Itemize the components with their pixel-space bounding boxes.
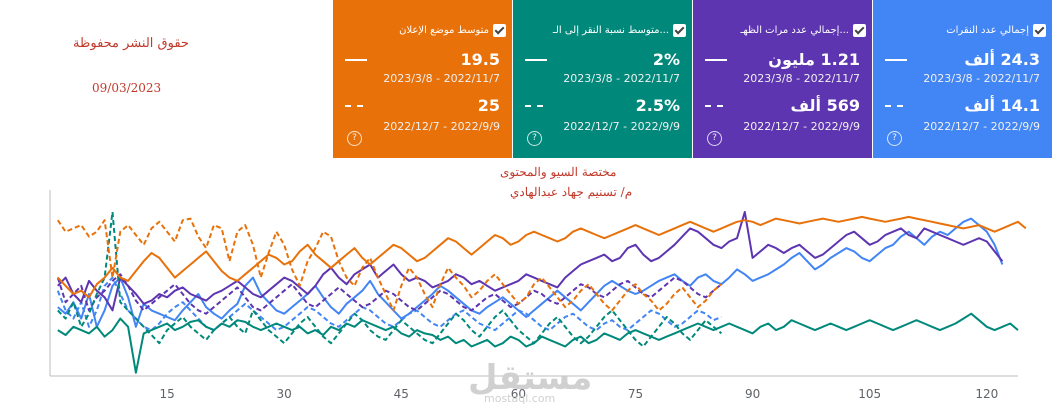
current-value: 2% (652, 50, 680, 69)
dashed-line-icon (345, 104, 363, 107)
solid-line-icon (345, 58, 367, 61)
solid-line-icon (525, 58, 547, 61)
previous-row: 14.1 ألف (885, 96, 1040, 115)
previous-row: 25 (345, 96, 500, 115)
logo-url: mostaql.com (484, 392, 556, 405)
solid-line-icon (885, 58, 907, 61)
help-icon[interactable]: ? (347, 131, 362, 146)
author-line-1: مختصة السيو والمحتوى (500, 165, 617, 179)
current-row: 1.21 مليون (705, 50, 860, 69)
previous-value: 14.1 ألف (964, 96, 1040, 115)
x-tick-label: 60 (511, 387, 526, 401)
x-tick-label: 120 (975, 387, 998, 401)
help-icon[interactable]: ? (707, 131, 722, 146)
metric-card-ctr[interactable]: متوسط نسبة النقر إلى الـ... 2% 2023/3/8 - … (513, 0, 692, 158)
author-line-2: م/ تسنيم جهاد عبدالهادي (510, 185, 633, 199)
dashed-line-icon (885, 104, 903, 107)
current-value: 1.21 مليون (768, 50, 860, 69)
series-position-current (57, 215, 1027, 299)
checkbox-icon[interactable] (673, 24, 686, 37)
help-icon[interactable]: ? (527, 131, 542, 146)
previous-value: 569 ألف (790, 96, 860, 115)
series-position-previous (56, 217, 723, 312)
current-range: 2023/3/8 - 2022/11/7 (743, 72, 860, 85)
logo-watermark: مستقل (468, 358, 593, 398)
current-range: 2023/3/8 - 2022/11/7 (923, 72, 1040, 85)
copyright-date: 09/03/2023 (92, 81, 162, 95)
dashed-line-icon (525, 104, 543, 107)
card-title: متوسط نسبة النقر إلى الـ... (552, 25, 669, 36)
current-value: 19.5 (460, 50, 500, 69)
x-tick-label: 105 (858, 387, 881, 401)
series-clicks-previous (56, 276, 722, 332)
previous-range: 2022/12/7 - 2022/9/9 (563, 120, 680, 133)
current-row: 24.3 ألف (885, 50, 1040, 69)
x-tick-label: 90 (745, 387, 760, 401)
previous-range: 2022/12/7 - 2022/9/9 (743, 120, 860, 133)
copyright-note: حقوق النشر محفوظة (73, 36, 189, 51)
card-title: إجمالي عدد مرات الظهـ... (740, 25, 849, 36)
card-title: متوسط موضع الإعلان (399, 25, 489, 36)
previous-value: 25 (477, 96, 500, 115)
x-tick-label: 75 (628, 387, 643, 401)
current-row: 19.5 (345, 50, 500, 69)
card-header[interactable]: إجمالي عدد مرات الظهـ... (699, 24, 866, 37)
help-icon[interactable]: ? (887, 131, 902, 146)
previous-row: 2.5% (525, 96, 680, 115)
current-range: 2023/3/8 - 2022/11/7 (563, 72, 680, 85)
current-row: 2% (525, 50, 680, 69)
checkbox-icon[interactable] (493, 24, 506, 37)
card-title: إجمالي عدد النقرات (946, 25, 1029, 36)
checkbox-icon[interactable] (1033, 24, 1046, 37)
series-clicks-current (57, 217, 1004, 328)
solid-line-icon (705, 58, 727, 61)
checkbox-icon[interactable] (853, 24, 866, 37)
series-ctr-previous (57, 211, 723, 348)
metric-card-clicks[interactable]: إجمالي عدد النقرات 24.3 ألف 2023/3/8 - 202… (873, 0, 1052, 158)
current-value: 24.3 ألف (964, 50, 1040, 69)
card-header[interactable]: متوسط نسبة النقر إلى الـ... (519, 24, 686, 37)
previous-value: 2.5% (635, 96, 680, 115)
dashed-line-icon (705, 104, 723, 107)
x-tick-label: 15 (159, 387, 174, 401)
x-tick-label: 45 (394, 387, 409, 401)
previous-row: 569 ألف (705, 96, 860, 115)
metric-card-impressions[interactable]: إجمالي عدد مرات الظهـ... 1.21 مليون 2023/3… (693, 0, 872, 158)
previous-range: 2022/12/7 - 2022/9/9 (383, 120, 500, 133)
x-tick-label: 30 (277, 387, 292, 401)
series-impressions-previous (56, 273, 723, 315)
metric-card-position[interactable]: متوسط موضع الإعلان 19.5 2023/3/8 - 2022/11… (333, 0, 512, 158)
previous-range: 2022/12/7 - 2022/9/9 (923, 120, 1040, 133)
current-range: 2023/3/8 - 2022/11/7 (383, 72, 500, 85)
card-header[interactable]: متوسط موضع الإعلان (339, 24, 506, 37)
card-header[interactable]: إجمالي عدد النقرات (879, 24, 1046, 37)
series-impressions-current (57, 211, 1004, 312)
